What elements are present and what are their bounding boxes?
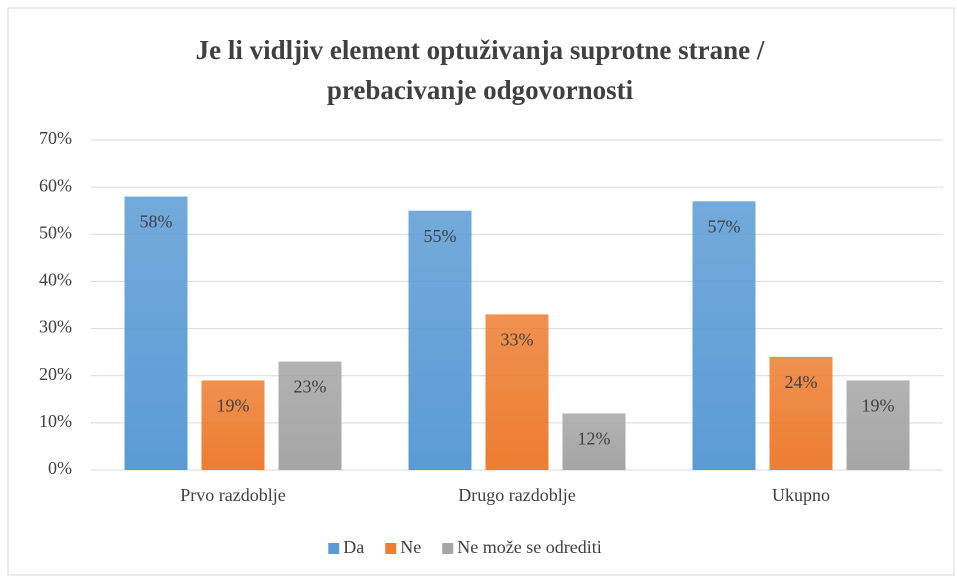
- data-label: 33%: [501, 330, 534, 350]
- y-tick-label: 50%: [39, 222, 72, 242]
- y-tick-label: 10%: [39, 411, 72, 431]
- y-tick-label: 60%: [39, 175, 72, 195]
- legend-label: Ne može se odrediti: [457, 537, 601, 557]
- bar: [278, 361, 342, 470]
- data-label: 12%: [578, 429, 611, 449]
- x-tick-label: Drugo razdoblje: [458, 485, 575, 505]
- data-label: 58%: [140, 212, 173, 232]
- data-label: 23%: [294, 377, 327, 397]
- legend-label: Ne: [400, 537, 421, 557]
- chart-title: Je li vidljiv element optuživanja suprot…: [195, 35, 765, 105]
- data-label: 19%: [862, 396, 895, 416]
- data-label: 24%: [785, 372, 818, 392]
- legend-label: Da: [343, 537, 364, 557]
- bar: [408, 210, 472, 470]
- y-tick-label: 20%: [39, 364, 72, 384]
- x-tick-label: Ukupno: [772, 485, 830, 505]
- y-tick-label: 30%: [39, 317, 72, 337]
- chart-border: [7, 7, 955, 576]
- bar: [692, 201, 756, 471]
- legend-swatch: [328, 543, 340, 554]
- bar: [846, 380, 910, 470]
- bar: [201, 380, 265, 470]
- bar: [124, 196, 188, 471]
- y-tick-label: 40%: [39, 270, 72, 290]
- data-label: 19%: [217, 396, 250, 416]
- bar: [769, 356, 833, 470]
- data-label: 57%: [708, 216, 741, 236]
- legend-swatch: [385, 543, 397, 554]
- legend-swatch: [442, 543, 454, 554]
- bar: [562, 413, 626, 470]
- x-tick-label: Prvo razdoblje: [180, 485, 285, 505]
- data-label: 55%: [424, 226, 457, 246]
- bar: [485, 314, 549, 470]
- y-tick-label: 70%: [39, 128, 72, 148]
- y-tick-label: 0%: [48, 458, 72, 478]
